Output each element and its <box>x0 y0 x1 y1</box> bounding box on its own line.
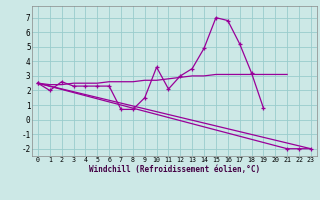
X-axis label: Windchill (Refroidissement éolien,°C): Windchill (Refroidissement éolien,°C) <box>89 165 260 174</box>
